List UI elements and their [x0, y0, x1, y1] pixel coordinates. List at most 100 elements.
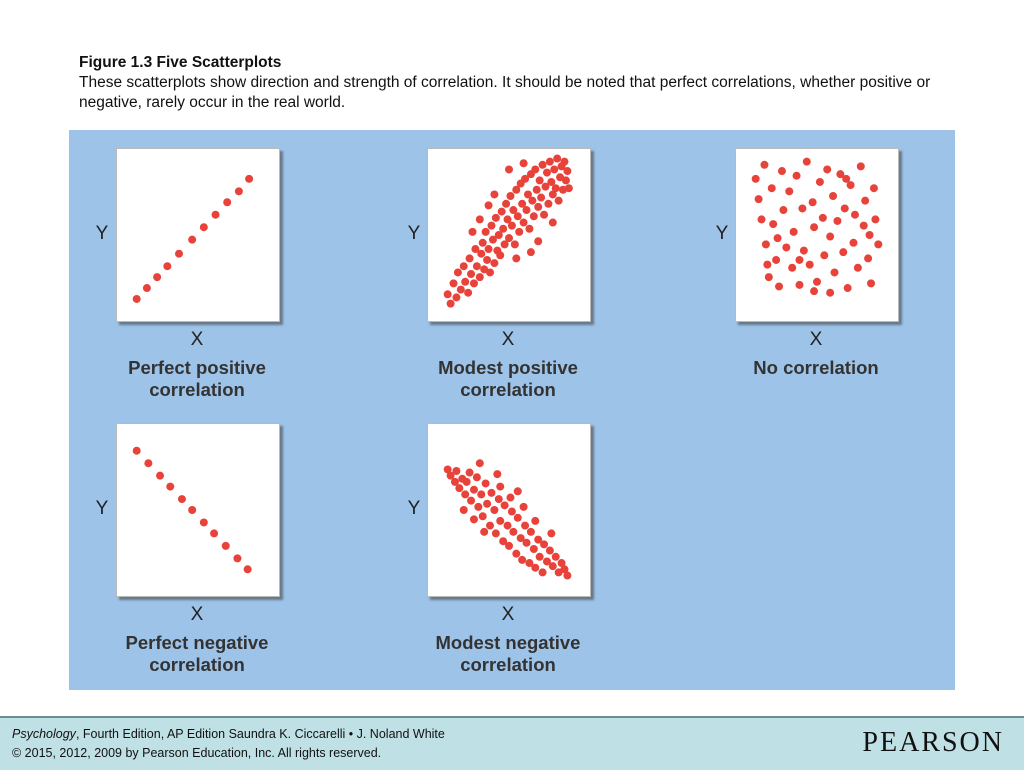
- scatter-point: [521, 521, 530, 530]
- scatter-point: [499, 537, 508, 546]
- scatter-point: [452, 467, 461, 475]
- y-axis-label: Y: [95, 498, 109, 519]
- scatter-point: [757, 215, 766, 224]
- scatter-point: [462, 477, 471, 486]
- scatter-point: [763, 260, 772, 269]
- scatter-point: [826, 232, 835, 241]
- scatter-point: [210, 529, 219, 538]
- scatter-point: [823, 165, 832, 174]
- scatter-point: [859, 221, 868, 230]
- scatter-point: [199, 518, 208, 527]
- scatter-point: [467, 270, 476, 278]
- scatter-point: [864, 254, 873, 263]
- scatter-point: [188, 506, 197, 514]
- scatter-point: [810, 223, 819, 232]
- scatter-point: [818, 213, 827, 222]
- scatter-point: [782, 243, 791, 252]
- plot-label-modest-negative: Modest negative correlation: [435, 632, 581, 675]
- scatter-point: [551, 552, 560, 561]
- scatter-svg: [751, 157, 883, 297]
- scatter-point: [175, 249, 184, 258]
- scatter-point: [526, 248, 535, 257]
- scatter-point: [550, 165, 559, 174]
- scatter-point: [465, 254, 474, 263]
- scatter-point: [465, 468, 474, 477]
- scatter-point: [761, 240, 770, 249]
- scatter-point: [534, 237, 543, 246]
- scatter-point: [510, 240, 519, 249]
- scatter-point: [548, 190, 557, 199]
- scatter-point: [871, 215, 880, 224]
- scatter-point: [480, 527, 489, 536]
- scatter-point: [468, 227, 477, 236]
- plot-modest-positive: [427, 148, 591, 322]
- scatter-point: [494, 495, 503, 504]
- plot-label-no-correlation: No correlation: [753, 357, 879, 378]
- scatter-point: [132, 446, 141, 455]
- scatter-point: [163, 262, 172, 271]
- scatter-point: [564, 184, 573, 193]
- scatter-point: [234, 187, 243, 196]
- scatter-point: [505, 541, 513, 550]
- scatter-point: [443, 465, 452, 474]
- footer-authors: , Fourth Edition, AP Edition Saundra K. …: [75, 727, 445, 741]
- scatter-point: [826, 288, 835, 297]
- scatter-point: [829, 192, 838, 200]
- scatter-point: [556, 173, 565, 182]
- scatter-point: [836, 170, 845, 179]
- scatter-point: [490, 190, 499, 199]
- scatter-point: [795, 255, 804, 264]
- scatter-point: [535, 552, 544, 561]
- scatter-point: [534, 202, 543, 211]
- scatter-point: [775, 282, 784, 291]
- scatter-point: [551, 184, 560, 193]
- scatter-point: [772, 255, 781, 264]
- scatter-point: [474, 502, 483, 511]
- footer-copyright: © 2015, 2012, 2009 by Pearson Education,…: [12, 746, 382, 760]
- scatter-point: [472, 262, 481, 271]
- scatter-point: [477, 490, 486, 499]
- scatter-point: [144, 459, 153, 468]
- scatter-point: [488, 235, 497, 244]
- scatter-svg: [132, 174, 254, 303]
- scatter-point: [560, 565, 569, 574]
- scatter-point: [799, 246, 808, 255]
- scatter-point: [475, 273, 484, 282]
- scatter-point: [483, 499, 492, 508]
- scatter-point: [245, 174, 254, 183]
- scatter-point: [518, 199, 527, 208]
- scatter-point: [449, 279, 458, 288]
- scatter-point: [459, 506, 468, 514]
- plot-label-modest-positive: Modest positive correlation: [438, 357, 578, 400]
- scatter-point: [477, 249, 486, 258]
- scatter-point: [528, 196, 537, 205]
- scatter-point: [509, 527, 518, 536]
- scatter-point: [518, 555, 527, 564]
- scatter-svg: [443, 459, 572, 580]
- scatter-point: [486, 268, 495, 277]
- scatter-point: [865, 231, 874, 239]
- scatter-point: [548, 562, 557, 571]
- scatter-point: [767, 184, 776, 193]
- scatter-point: [475, 215, 484, 224]
- scatter-point: [494, 231, 503, 239]
- scatter-point: [529, 545, 538, 553]
- plot-perfect-positive: [116, 148, 280, 322]
- scatter-point: [769, 220, 778, 229]
- scatter-point: [547, 177, 556, 186]
- scatter-point: [469, 279, 478, 288]
- y-axis-label: Y: [407, 223, 421, 244]
- plot-perfect-negative: [116, 423, 280, 597]
- scatter-point: [523, 190, 532, 199]
- scatter-point: [779, 206, 788, 215]
- scatter-point: [861, 196, 870, 205]
- scatter-point: [810, 287, 819, 296]
- scatter-point: [540, 540, 549, 549]
- scatter-point: [502, 199, 511, 208]
- x-axis-label: X: [501, 329, 515, 350]
- scatter-point: [850, 210, 859, 219]
- plot-modest-negative: [427, 423, 591, 597]
- scatter-point: [853, 263, 862, 272]
- scatter-point: [535, 176, 544, 185]
- scatter-point: [789, 227, 798, 236]
